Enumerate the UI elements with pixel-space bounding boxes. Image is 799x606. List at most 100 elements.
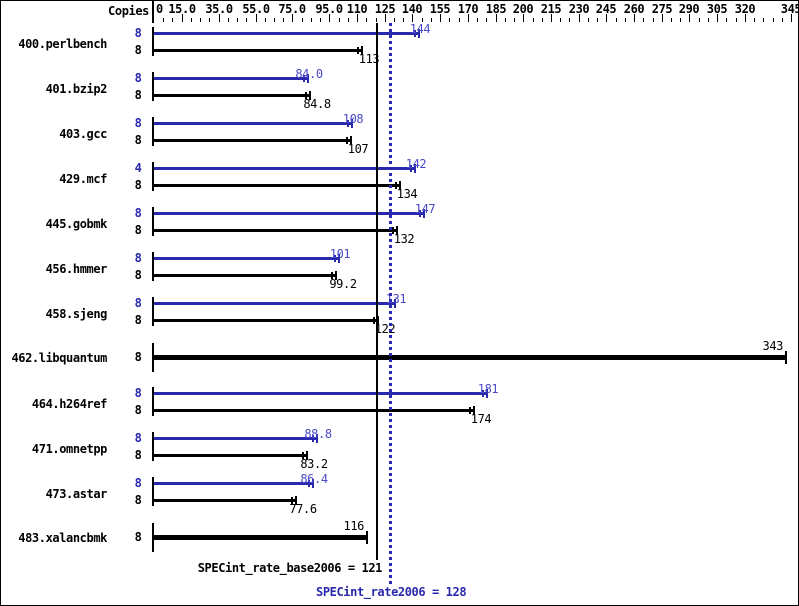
benchmark-row: 473.astar 8 86.4 8 77.6 [1,473,798,518]
benchmark-row: 471.omnetpp 8 88.8 8 83.2 [1,427,798,473]
bar-end-tick [303,75,305,82]
x-axis-tick [172,18,173,22]
copies-value: 8 [134,313,142,327]
peak-bar [154,77,309,80]
base-value-label: 113 [358,52,380,66]
x-axis-label: 0 [156,2,163,16]
peak-reference-line [389,23,392,584]
x-axis-label: 15.0 [168,2,196,16]
copies-value: 8 [134,493,142,507]
bar-start-tick [152,477,154,506]
bar-end-tick [295,496,297,505]
x-axis-label: 125 [374,2,396,16]
x-axis-label: 185 [485,2,507,16]
benchmark-row: 429.mcf 4 142 8 134 [1,157,798,203]
base-value-label: 84.8 [303,97,331,111]
bar-end-tick [414,164,416,173]
peak-value-label: 88.8 [304,427,332,441]
benchmark-name: 473.astar [45,487,108,501]
base-reference-line [376,23,378,560]
bar-end-tick [399,181,401,190]
x-axis-tick [634,14,635,22]
base-bar [154,409,475,412]
bar-start-tick [152,387,154,416]
benchmark-name: 462.libquantum [11,351,107,365]
x-axis-tick [468,14,469,22]
peak-bar [154,482,314,485]
x-axis-label: 75.0 [278,2,306,16]
bar-end-tick [473,406,475,415]
bar-end-tick [361,46,363,55]
benchmark-name: 464.h264ref [31,397,107,411]
peak-value-label: 142 [405,157,427,171]
peak-bar [154,257,340,260]
copies-value: 8 [134,476,142,490]
copies-value: 8 [134,448,142,462]
bar-start-tick [152,523,154,552]
x-axis-label: 290 [678,2,700,16]
x-axis-tick [274,18,275,22]
copies-axis-divider [152,1,154,23]
bar-end-tick [394,299,396,308]
base-bar [154,355,787,360]
bar-end-tick [351,119,353,128]
x-axis-tick [533,18,534,22]
x-axis-tick [680,18,681,22]
x-axis-tick [782,18,783,22]
bar-end-tick [334,255,336,262]
bar-end-tick [308,480,310,487]
copies-value: 8 [134,431,142,445]
bar-end-tick [291,497,293,504]
base-bar [154,454,308,457]
copies-value: 8 [134,43,142,57]
benchmark-row: 456.hmmer 8 101 8 99.2 [1,248,798,293]
copies-value: 8 [134,350,142,364]
x-axis-tick [219,14,220,22]
copies-value: 8 [134,26,142,40]
x-axis-tick [237,18,238,22]
benchmark-name: 471.omnetpp [31,442,107,456]
x-axis-tick [265,18,266,22]
x-axis-tick [542,18,543,22]
x-axis-tick [292,14,293,22]
x-axis-tick [671,18,672,22]
x-axis-tick [246,18,247,22]
x-axis-tick [791,14,792,22]
peak-bar [154,392,488,395]
bar-end-tick [312,435,314,442]
x-axis-tick [726,18,727,22]
bar-end-tick [396,226,398,235]
x-axis-label: 320 [734,2,756,16]
copies-column-header: Copies [108,4,149,18]
bar-start-tick [152,252,154,281]
copies-value: 8 [134,88,142,102]
x-axis-tick [551,14,552,22]
x-axis-tick [339,18,340,22]
benchmark-name: 429.mcf [59,172,107,186]
bar-end-tick [312,479,314,488]
base-bar [154,535,368,540]
bar-end-tick [338,254,340,263]
x-axis-tick [228,18,229,22]
x-axis-label: 215 [540,2,562,16]
bar-end-tick [347,120,349,127]
copies-value: 8 [134,178,142,192]
peak-value-label: 108 [342,112,364,126]
copies-value: 8 [134,116,142,130]
x-axis-tick [616,18,617,22]
copies-value: 4 [134,161,142,175]
bar-end-tick [316,434,318,443]
peak-bar [154,167,416,170]
x-axis-tick [191,18,192,22]
x-axis-tick [496,14,497,22]
bar-value-label: 116 [343,519,365,533]
x-axis-tick [569,18,570,22]
x-axis-tick [449,18,450,22]
x-axis-label: 170 [457,2,479,16]
bar-end-tick [305,92,307,99]
copies-value: 8 [134,133,142,147]
x-axis-tick [708,18,709,22]
base-reference-label: SPECint_rate_base2006 = 121 [197,561,383,575]
x-axis-tick [505,18,506,22]
